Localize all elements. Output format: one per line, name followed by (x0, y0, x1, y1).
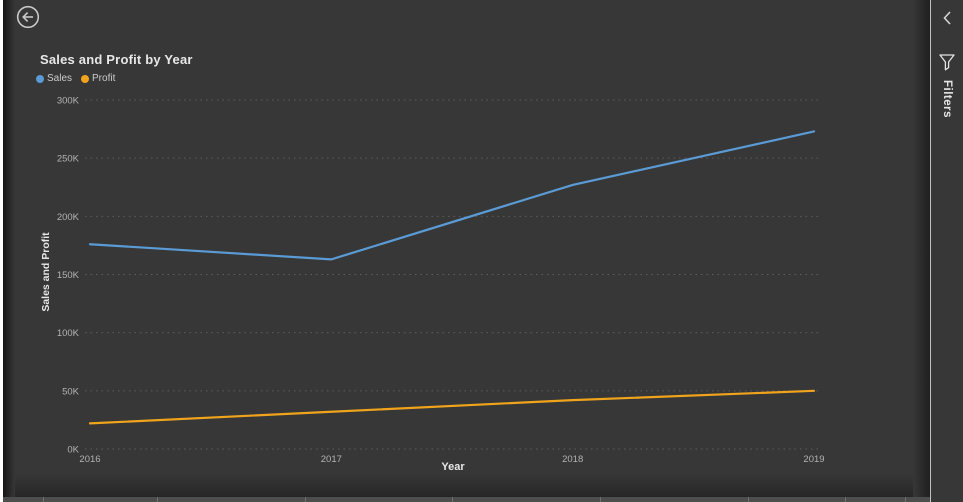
report-view: 0K 50K 100K 150K 200K 250K 300K 2016 2017 2018 201… (3, 0, 963, 502)
y-axis-tick-label: 300K (57, 96, 80, 107)
y-axis-tick-label: 200K (57, 212, 80, 223)
x-axis-tick-label: 2017 (321, 454, 342, 465)
y-axis-tick-label: 150K (57, 270, 80, 281)
chart-plot-area[interactable]: 0K 50K 100K 150K 200K 250K 300K 2016 2017 2018 201… (3, 0, 963, 502)
chart-title: Sales and Profit by Year (40, 52, 193, 67)
chart-legend: Sales Profit (36, 73, 115, 84)
table-column-separator (305, 497, 306, 502)
collapse-filters-button[interactable] (940, 8, 954, 31)
y-axis-tick-label: 250K (57, 154, 80, 165)
table-column-separator (845, 497, 846, 502)
y-axis-tick-label: 50K (62, 386, 80, 397)
table-column-separator (43, 497, 44, 502)
back-button[interactable] (16, 5, 40, 29)
table-column-separator (157, 497, 158, 502)
legend-label-profit: Profit (92, 73, 116, 84)
filters-pane-title: Filters (941, 80, 953, 119)
chevron-left-icon (943, 11, 951, 25)
legend-dot-sales (36, 74, 44, 83)
y-axis-tick-label: 0K (67, 445, 79, 456)
x-axis-tick-label: 2019 (803, 454, 824, 465)
legend-dot-profit (81, 74, 90, 83)
page-edge-shadow-bottom (15, 474, 913, 497)
filters-pane: Filters (931, 0, 963, 502)
table-column-separator (748, 497, 749, 502)
filter-funnel-icon (939, 54, 955, 71)
table-edge-strip (3, 497, 963, 502)
series-line-sales[interactable] (88, 130, 816, 261)
page-edge-shadow-right (913, 0, 930, 502)
x-axis-tick-label: 2016 (79, 454, 100, 465)
page-edge-shadow-left (3, 0, 15, 502)
legend-item-profit[interactable]: Profit (81, 73, 115, 84)
table-column-separator (452, 497, 453, 502)
x-axis-tick-label: 2018 (562, 454, 583, 465)
y-axis-tick-label: 100K (57, 328, 80, 339)
legend-label-sales: Sales (47, 73, 73, 84)
table-column-separator (600, 497, 601, 502)
x-axis-title: Year (441, 461, 465, 473)
table-column-separator (905, 497, 906, 502)
filter-funnel-button[interactable] (936, 51, 958, 77)
arrow-left-circle-icon (16, 5, 40, 29)
legend-item-sales[interactable]: Sales (36, 73, 72, 84)
y-axis-title: Sales and Profit (40, 232, 52, 312)
series-line-profit[interactable] (88, 389, 816, 425)
filters-pane-divider (930, 0, 931, 502)
